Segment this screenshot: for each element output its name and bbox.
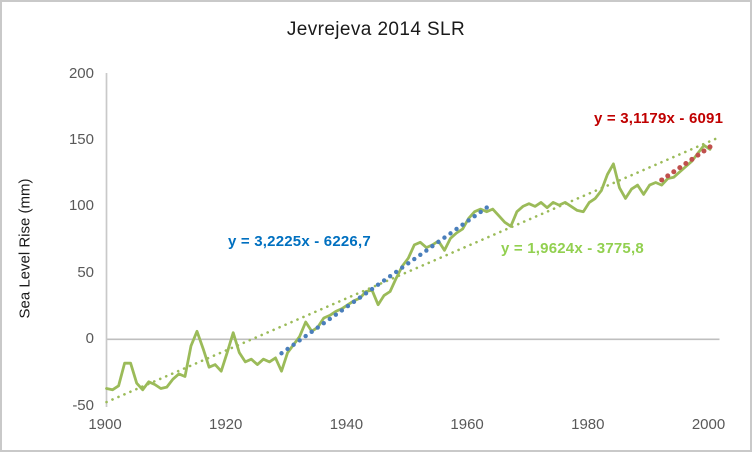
trend-1929-1963-dots-dot [351, 299, 357, 305]
sea-level-annual [105, 143, 712, 392]
trend-1929-1963-dots-dot [448, 231, 453, 236]
x-tick-label: 1980 [571, 416, 605, 433]
trend-1929-1963-dots-dot [279, 351, 284, 356]
trend-1992-2000-dots-dot [665, 173, 671, 179]
trend-1929-1963-dots-dot [291, 342, 296, 347]
x-tick-label: 1960 [450, 416, 484, 433]
trend-1929-1963-dots-dot [393, 269, 399, 275]
trend-1992-2000-dots-dot [659, 177, 665, 183]
trend-1992-2000-dots-dot [695, 152, 701, 158]
trend-1929-1963-dots-dot [387, 273, 393, 279]
trend-1929-1963-dots-dot [327, 316, 332, 322]
trend-1992-2000-dots-dot [677, 165, 683, 171]
trend-1929-1963-dots-dot [309, 329, 314, 335]
trend-1929-1963-dots-dot [436, 239, 441, 245]
chart-title: Jevrejeva 2014 SLR [286, 19, 466, 40]
trend-1929-1963-dots-dot [297, 338, 302, 343]
y-tick-label: 0 [85, 330, 94, 348]
trend-1992-2000-dots-dot [707, 144, 713, 150]
y-tick-label: 50 [77, 263, 94, 281]
trend-1929-1963-dots-dot [418, 252, 423, 257]
trend-1929-1963-dots-dot [472, 214, 477, 219]
y-tick-label: 200 [68, 64, 94, 82]
trend-1992-2000-dots-dot [701, 148, 707, 154]
trend-1929-1963-dots-dot [412, 256, 417, 262]
trend-1929-1963-dots-dot [363, 291, 369, 296]
trend-1929-1963-dots-dot [400, 265, 405, 270]
x-tick-label: 1920 [209, 416, 243, 433]
trend-1929-1963-dots-dot [303, 333, 308, 339]
equation-label-green-trend: y = 1,9624x - 3775,8 [501, 240, 644, 257]
trend-1992-2000-dots-dot [671, 169, 677, 175]
trend-1929-1963-dots-dot [357, 295, 363, 300]
trend-1929-1963-dots-dot [478, 209, 483, 215]
trend-1929-1963-dots-dot [345, 303, 351, 309]
trend-1929-1963-dots-dot [315, 325, 320, 330]
trend-1929-1963-dots-dot [460, 222, 465, 227]
trend-1929-1963-dots-dot [285, 346, 290, 352]
trend-1929-1963-dots-dot [321, 321, 326, 326]
equation-label-blue-trend: y = 3,2225x - 6226,7 [228, 233, 371, 250]
y-tick-label: 100 [68, 197, 94, 215]
equation-label-red-trend: y = 3,1179x - 6091 [594, 110, 724, 127]
trend-1929-1963-dots-dot [381, 278, 387, 283]
trend-1929-1963-dots-dot [406, 261, 411, 266]
y-tick-label: 150 [68, 130, 94, 148]
trend-1929-1963-dots-dot [442, 235, 447, 240]
y-tick-label: -50 [72, 396, 94, 414]
trend-1992-2000-dots-dot [683, 160, 689, 166]
trend-1929-1963-dots-dot [369, 286, 375, 292]
x-tick-label: 2000 [691, 416, 726, 433]
trend-1992-2000-dots-dot [689, 156, 695, 162]
trend-1929-1963-dots-dot [484, 205, 489, 210]
trend-1929-1963-dots-dot [454, 226, 459, 232]
trend-1929-1963-dots-dot [466, 218, 471, 223]
x-tick-label: 1940 [329, 416, 364, 433]
trend-full-period-dotted [105, 137, 718, 404]
x-tick-label: 1900 [88, 416, 122, 433]
trend-1929-1963-dots-dot [333, 312, 339, 317]
trend-1929-1963-dots-dot [424, 248, 429, 253]
trend-1929-1963-dots-dot [375, 282, 381, 287]
trend-1929-1963-dots-dot [339, 308, 345, 313]
trend-1929-1963-dots-dot [430, 243, 435, 249]
